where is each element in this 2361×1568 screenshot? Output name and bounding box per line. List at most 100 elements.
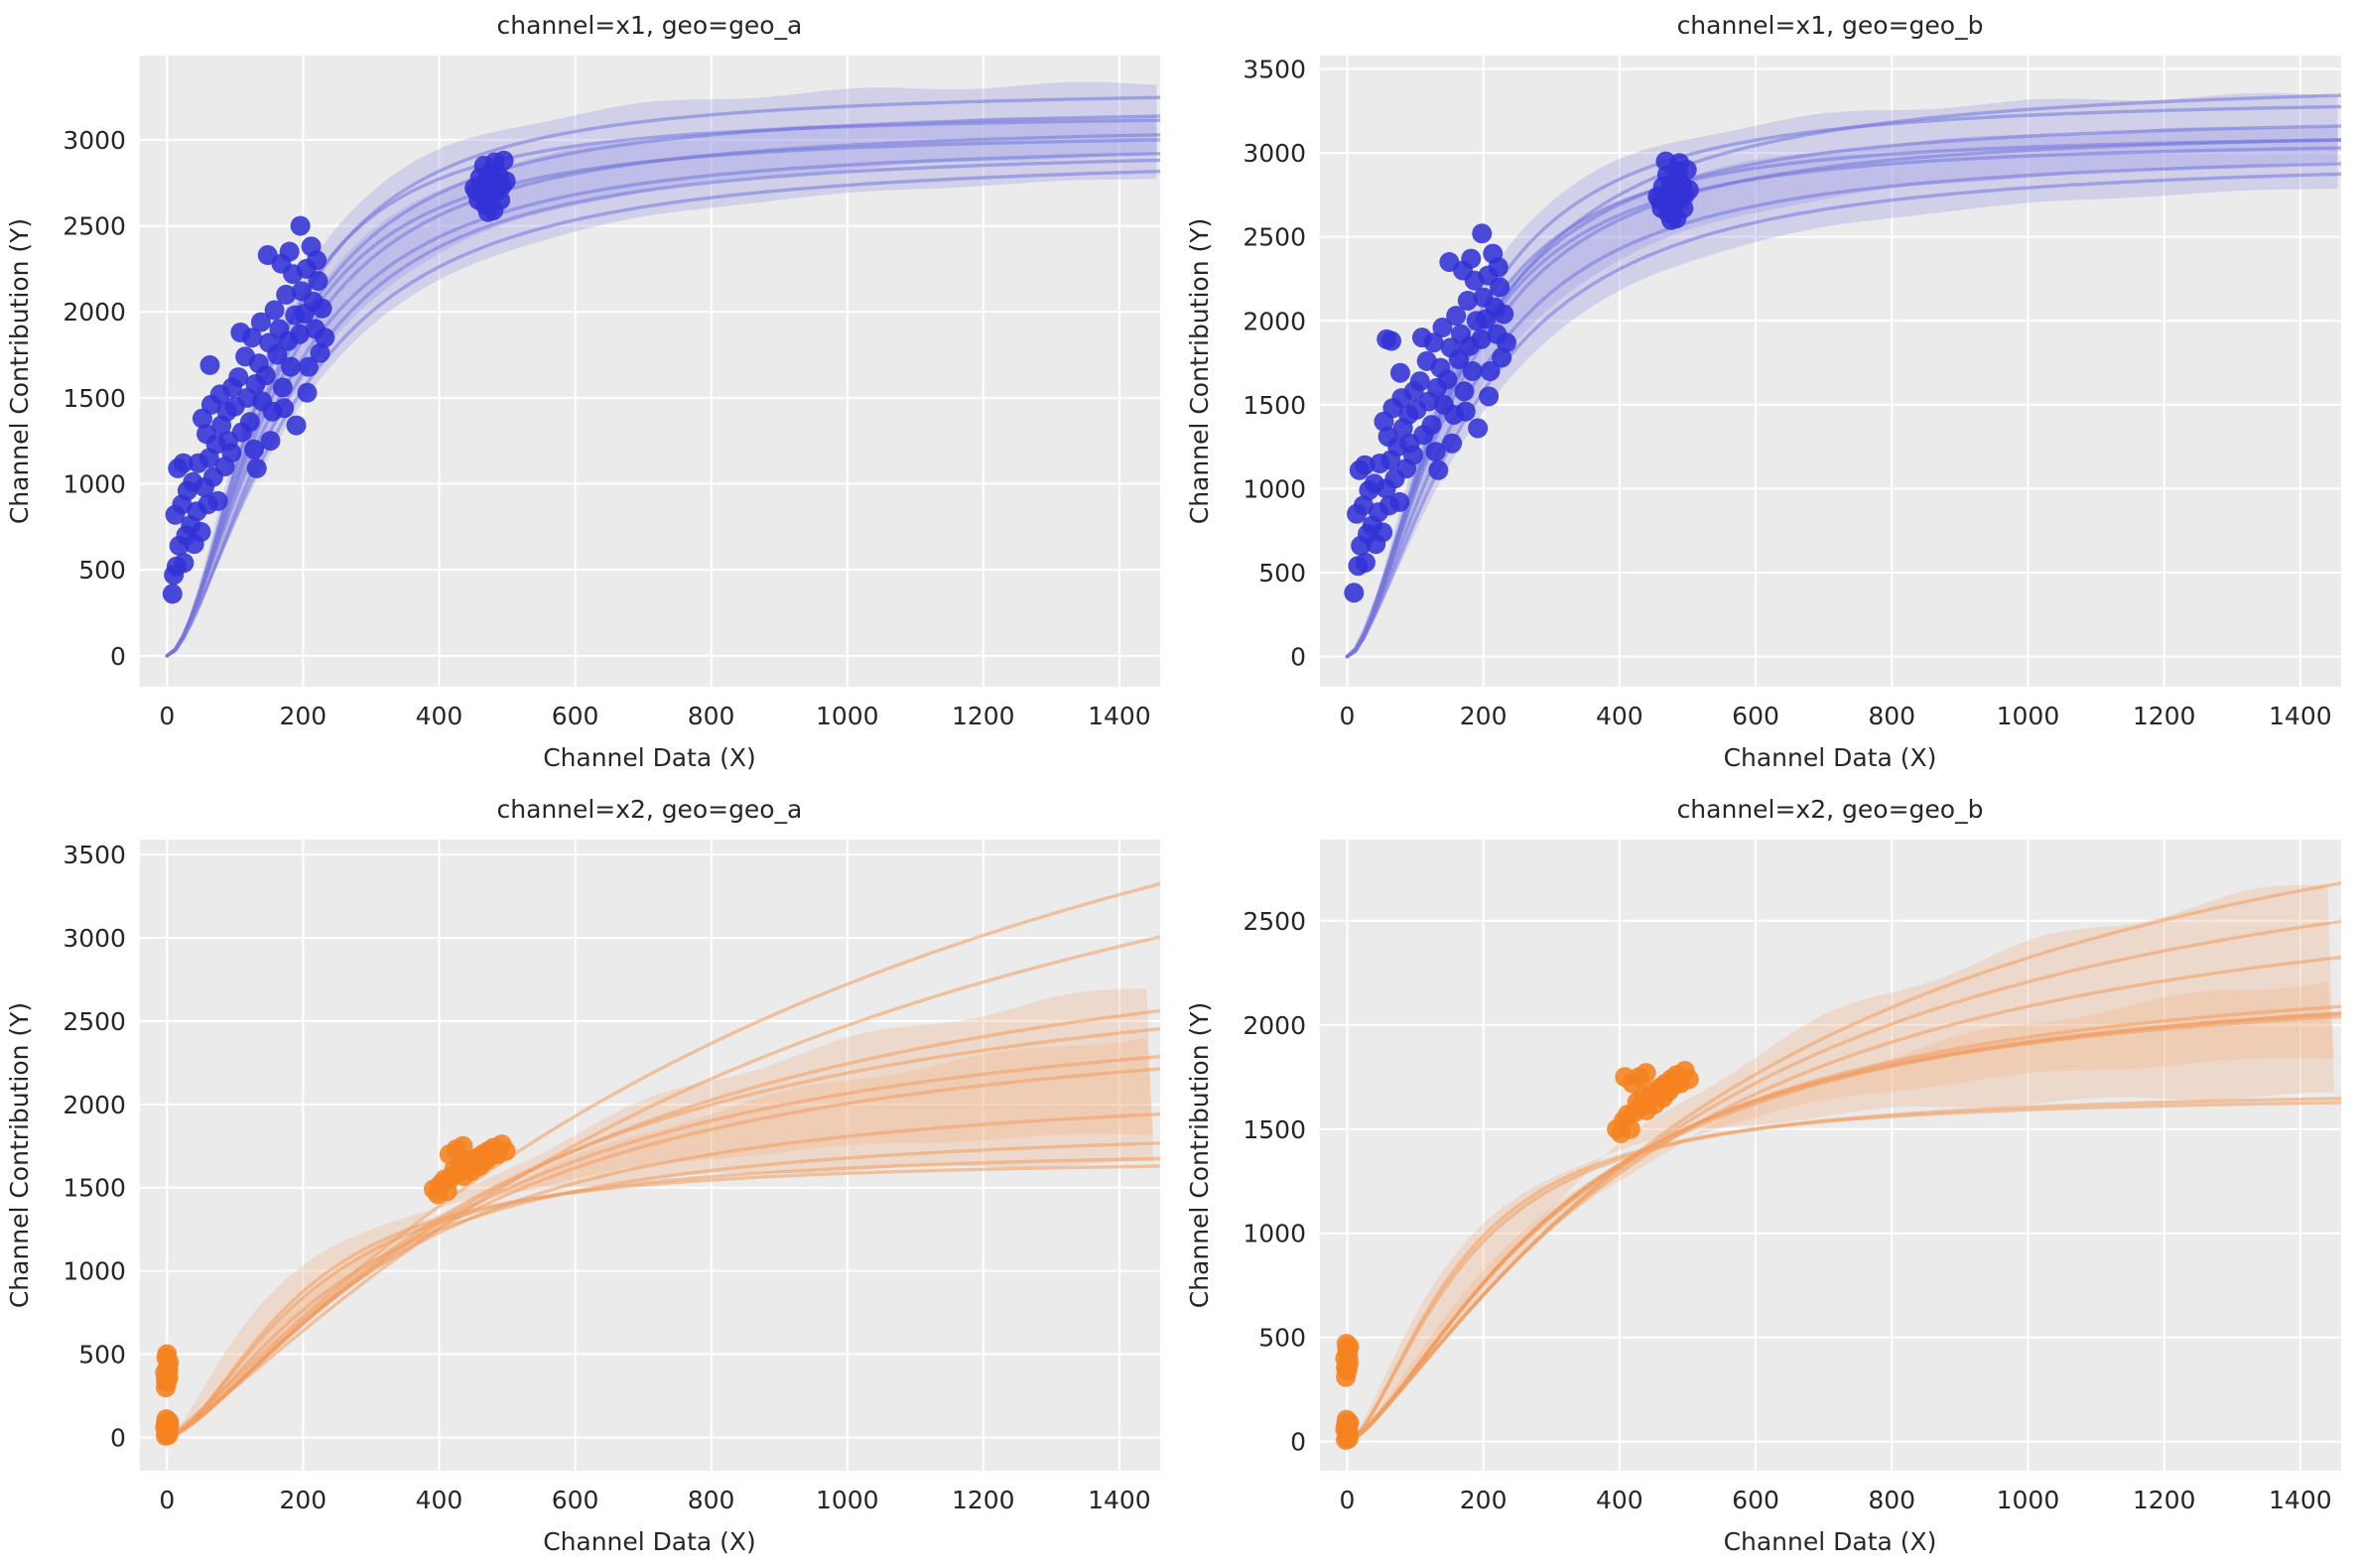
x-tick-label: 1200 (952, 1486, 1015, 1514)
y-tick-label: 3500 (1243, 56, 1306, 84)
scatter-point (1492, 347, 1512, 368)
scatter-point (157, 1344, 178, 1365)
scatter-point (1374, 411, 1394, 432)
saturation-curve (165, 881, 1161, 1440)
y-tick-label: 0 (110, 1423, 126, 1452)
chart-canvas-x1-geo-a: 0 200 400 600 800 1000 1200 1400 0 500 1000 1500 200… (5, 11, 1161, 772)
scatter-point (246, 457, 267, 478)
scatter-point (477, 201, 498, 222)
plot-background (139, 840, 1161, 1471)
scatter-point (1479, 386, 1500, 407)
plot-area: 0 200 400 600 800 1000 1200 1400 0 500 1000 1500 200… (63, 56, 1161, 730)
plot-background (1320, 840, 2341, 1471)
scatter-point (250, 312, 271, 332)
y-tick-label: 2500 (63, 212, 126, 241)
scatter-point (162, 584, 183, 604)
scatter-point (1411, 327, 1432, 348)
x-axis-label: Channel Data (X) (1724, 1527, 1937, 1556)
x-tick-label: 800 (1868, 1486, 1915, 1514)
x-tick-label: 800 (1868, 702, 1915, 730)
x-tick-label: 1400 (1088, 1486, 1151, 1514)
scatter-point (207, 490, 228, 511)
chart-title: channel=x1, geo=geo_a (497, 11, 803, 40)
x-tick-label: 1000 (1997, 1486, 2060, 1514)
scatter-point (1338, 1424, 1359, 1445)
x-tick-label: 1200 (952, 702, 1015, 730)
scatter-point (260, 431, 281, 452)
saturation-curve (165, 152, 1161, 658)
saturation-curve (1345, 1101, 2341, 1444)
y-tick-label: 1500 (63, 1174, 126, 1203)
scatter-point (272, 377, 293, 398)
y-tick-label: 2000 (63, 298, 126, 327)
x-tick-label: 0 (159, 1486, 175, 1514)
chart-canvas-x1-geo-b: 0 200 400 600 800 1000 1200 1400 0 500 1000 1500 200… (1185, 11, 2341, 772)
saturation-curve (165, 118, 1161, 658)
scatter-point (155, 1370, 176, 1390)
subplot-channel-x1-geo-a: 0 200 400 600 800 1000 1200 1400 0 500 1000 1500 200… (0, 0, 1180, 784)
x-tick-label: 600 (1732, 1486, 1779, 1514)
y-tick-label: 0 (110, 642, 126, 671)
x-tick-label: 400 (1596, 1486, 1643, 1514)
scatter-point (222, 377, 243, 398)
scatter-point (1636, 1063, 1656, 1084)
saturation-curve (1345, 162, 2341, 659)
scatter-point (286, 415, 307, 436)
x-tick-label: 1000 (816, 702, 879, 730)
saturation-curve (165, 1026, 1161, 1440)
scatter-point (1480, 361, 1501, 381)
subplot-channel-x1-geo-b: 0 200 400 600 800 1000 1200 1400 0 500 1000 1500 200… (1180, 0, 2361, 784)
y-tick-label: 1000 (63, 469, 126, 498)
x-tick-label: 1400 (1088, 702, 1151, 730)
x-axis-label: Channel Data (X) (1724, 743, 1937, 772)
scatter-point (493, 150, 514, 171)
scatter-point (310, 342, 330, 363)
plot-area: 0 200 400 600 800 1000 1200 1400 0 500 1000 1500 200… (63, 840, 1161, 1514)
y-tick-label: 2500 (1243, 223, 1306, 252)
scatter-point (1496, 332, 1516, 353)
x-tick-label: 1400 (2269, 702, 2332, 730)
y-axis-label: Channel Contribution (Y) (5, 1002, 34, 1308)
x-tick-label: 1200 (2133, 1486, 2196, 1514)
data-layer (1344, 92, 2341, 659)
x-tick-label: 200 (1460, 702, 1508, 730)
subplot-channel-x2-geo-a: 0 200 400 600 800 1000 1200 1400 0 500 1000 1500 200… (0, 784, 1180, 1568)
scatter-point (1678, 180, 1699, 200)
scatter-point (453, 1135, 473, 1156)
scatter-point (230, 323, 251, 343)
scatter-point (308, 271, 328, 292)
y-axis-label: Channel Contribution (Y) (1185, 218, 1214, 525)
data-layer (1335, 881, 2341, 1450)
scatter-point (1494, 304, 1514, 325)
scatter-point (1425, 442, 1446, 462)
saturation-curve (1345, 124, 2341, 659)
y-tick-label: 2000 (1243, 307, 1306, 335)
scatter-point (298, 356, 319, 377)
x-axis-label: Channel Data (X) (543, 743, 756, 772)
saturation-curve (165, 158, 1161, 658)
x-tick-label: 1200 (2133, 702, 2196, 730)
scatter-point (1455, 401, 1476, 422)
x-tick-label: 200 (280, 1486, 328, 1514)
scatter-point (1462, 361, 1483, 381)
saturation-curve (165, 1164, 1161, 1440)
y-tick-label: 0 (1290, 1428, 1306, 1457)
scatter-point (1649, 190, 1670, 210)
saturation-curve (165, 114, 1161, 658)
y-tick-label: 500 (78, 556, 126, 585)
x-tick-label: 400 (416, 1486, 463, 1514)
saturation-curve (1345, 955, 2341, 1444)
scatter-point (1402, 445, 1423, 465)
scatter-point (267, 344, 288, 365)
x-tick-label: 1000 (1997, 702, 2060, 730)
x-tick-label: 200 (1460, 1486, 1508, 1514)
x-tick-label: 200 (280, 702, 328, 730)
x-tick-label: 400 (1596, 702, 1643, 730)
scatter-point (466, 181, 487, 201)
x-tick-label: 1000 (816, 1486, 879, 1514)
scatter-point (1355, 455, 1376, 475)
uncertainty-band (167, 988, 1154, 1438)
data-layer (162, 81, 1161, 658)
saturation-curve (165, 1141, 1161, 1440)
